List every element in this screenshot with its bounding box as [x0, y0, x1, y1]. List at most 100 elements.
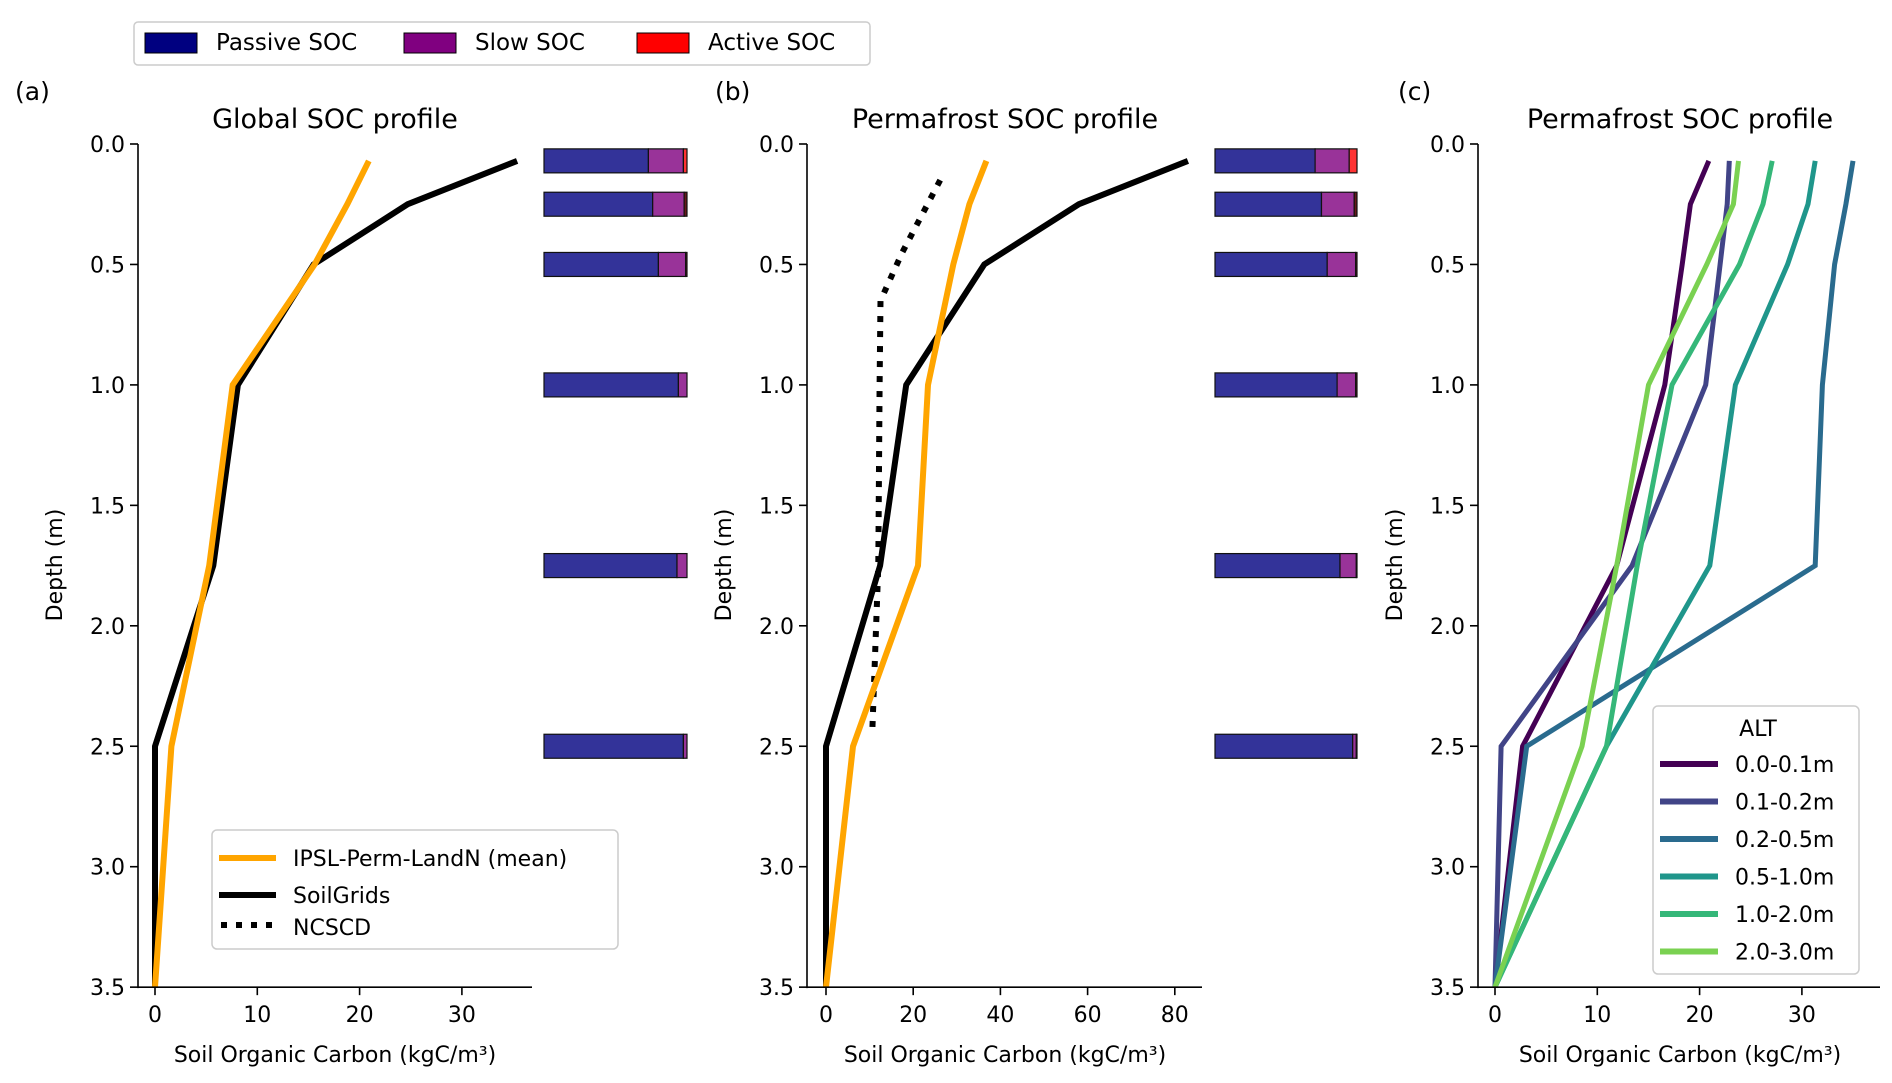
y-tick-label: 3.0	[90, 856, 125, 881]
y-tick-label: 2.5	[90, 735, 125, 760]
y-tick-label: 0.5	[759, 253, 794, 278]
legend-label-slow: Slow SOC	[475, 30, 585, 56]
alt-legend-label: 0.1-0.2m	[1735, 791, 1834, 816]
y-tick-label: 2.5	[759, 735, 794, 760]
y-tick-label: 2.0	[90, 615, 125, 640]
fraction-bar-slow	[1314, 148, 1350, 174]
series-line-soilgrids	[152, 158, 519, 988]
x-axis-label-b: Soil Organic Carbon (kgC/m³)	[844, 1043, 1166, 1068]
fraction-bar-active	[1348, 148, 1358, 174]
panel-b: (b) Permafrost SOC profile Soil Organic …	[712, 77, 1358, 1068]
y-tick-label: 1.5	[1430, 494, 1465, 519]
y-tick-label: 0.0	[1430, 133, 1465, 158]
x-axis-label-c: Soil Organic Carbon (kgC/m³)	[1519, 1043, 1841, 1068]
y-tick-label: 0.0	[90, 133, 125, 158]
fraction-bar-slow	[657, 251, 687, 278]
y-tick-label: 0.5	[90, 253, 125, 278]
x-tick-label: 20	[1686, 1003, 1714, 1028]
fraction-bar-active	[1354, 251, 1358, 278]
y-tick-label: 1.5	[90, 494, 125, 519]
panel-title-b: Permafrost SOC profile	[852, 104, 1158, 135]
x-tick-label: 0	[148, 1003, 162, 1028]
fraction-bar-slow	[677, 372, 688, 398]
x-tick-label: 60	[1074, 1003, 1102, 1028]
fraction-bar-passive	[543, 552, 678, 579]
panel-label-a: (a)	[15, 77, 50, 106]
x-tick-label: 10	[243, 1003, 271, 1028]
x-tick-label: 40	[986, 1003, 1014, 1028]
fraction-bar-passive	[543, 251, 660, 278]
fraction-bar-active	[683, 191, 688, 217]
series-line-0-1-0-2m	[1492, 160, 1732, 988]
fraction-bar-passive	[1214, 372, 1338, 398]
legend-label-passive: Passive SOC	[216, 30, 357, 56]
x-tick-label: 0	[1488, 1003, 1502, 1028]
series-line-ncscd	[869, 178, 943, 735]
fraction-bar-passive	[543, 372, 679, 398]
x-axis-label-a: Soil Organic Carbon (kgC/m³)	[174, 1043, 496, 1068]
alt-legend-label: 0.0-0.1m	[1735, 753, 1834, 778]
panel-a: (a) Global SOC profile Soil Organic Carb…	[15, 77, 688, 1068]
x-tick-label: 10	[1583, 1003, 1611, 1028]
alt-legend-title: ALT	[1739, 717, 1777, 742]
legend-label-ipsl: IPSL-Perm-LandN (mean)	[293, 847, 567, 872]
alt-legend-label: 2.0-3.0m	[1735, 941, 1834, 966]
y-axis-label-b: Depth (m)	[712, 509, 737, 622]
y-tick-label: 2.5	[1430, 735, 1465, 760]
fraction-bar-passive	[543, 148, 650, 174]
y-tick-label: 1.5	[759, 494, 794, 519]
alt-legend-label: 0.2-0.5m	[1735, 828, 1834, 853]
series-line-ipsl-perm-landn-mean-	[152, 159, 372, 988]
legend-label-soilgrids: SoilGrids	[293, 884, 390, 909]
series-line-2-0-3-0m	[1492, 160, 1741, 988]
alt-legend-label: 1.0-2.0m	[1735, 903, 1834, 928]
x-tick-label: 80	[1161, 1003, 1189, 1028]
legend-swatch-active	[636, 32, 690, 54]
legend-swatch-slow	[403, 32, 457, 54]
alt-legend: ALT 0.0-0.1m 0.1-0.2m 0.2-0.5m 0.5-1.0m 1.0-…	[1652, 705, 1860, 975]
y-tick-label: 1.0	[90, 374, 125, 399]
y-tick-label: 2.0	[1430, 615, 1465, 640]
fraction-legend: Passive SOC Slow SOC Active SOC	[133, 21, 871, 66]
fraction-bar-active	[1355, 733, 1358, 759]
series-line-soilgrids	[823, 158, 1190, 988]
y-tick-label: 3.0	[759, 856, 794, 881]
alt-legend-frame	[1652, 705, 1860, 975]
fraction-bar-slow	[1326, 251, 1357, 278]
y-tick-label: 3.5	[90, 976, 125, 1001]
line-legend-frame	[211, 829, 619, 950]
series-line-1-0-2-0m	[1492, 160, 1775, 989]
y-tick-label: 2.0	[759, 615, 794, 640]
fraction-bar-active	[684, 251, 688, 278]
x-tick-label: 30	[448, 1003, 476, 1028]
x-tick-label: 0	[819, 1003, 833, 1028]
x-tick-label: 30	[1788, 1003, 1816, 1028]
fraction-bar-passive	[543, 733, 684, 759]
y-tick-label: 0.0	[759, 133, 794, 158]
x-tick-label: 20	[346, 1003, 374, 1028]
fraction-bar-slow	[1336, 372, 1357, 398]
fraction-bar-passive	[1214, 552, 1341, 579]
fraction-bar-slow	[647, 148, 685, 174]
alt-legend-label: 0.5-1.0m	[1735, 866, 1834, 891]
fraction-bar-slow	[652, 191, 685, 217]
y-axis-label-c: Depth (m)	[1383, 509, 1408, 622]
fraction-bar-active	[1354, 372, 1358, 398]
y-tick-label: 1.0	[1430, 374, 1465, 399]
y-tick-label: 0.5	[1430, 253, 1465, 278]
fraction-bar-slow	[1339, 552, 1357, 579]
y-tick-label: 1.0	[759, 374, 794, 399]
fraction-bar-passive	[1214, 251, 1328, 278]
fraction-bar-passive	[1214, 148, 1316, 174]
x-tick-label: 20	[899, 1003, 927, 1028]
fraction-bar-active	[1355, 552, 1358, 579]
fraction-bar-passive	[1214, 733, 1354, 759]
fraction-bar-slow	[676, 552, 688, 579]
panel-label-b: (b)	[715, 77, 750, 106]
y-tick-label: 3.5	[1430, 976, 1465, 1001]
line-legend-a: IPSL-Perm-LandN (mean) SoilGrids NCSCD	[211, 829, 619, 950]
y-axis-label-a: Depth (m)	[43, 509, 68, 622]
fraction-bar-active	[1353, 191, 1358, 217]
legend-label-ncscd: NCSCD	[293, 916, 371, 941]
